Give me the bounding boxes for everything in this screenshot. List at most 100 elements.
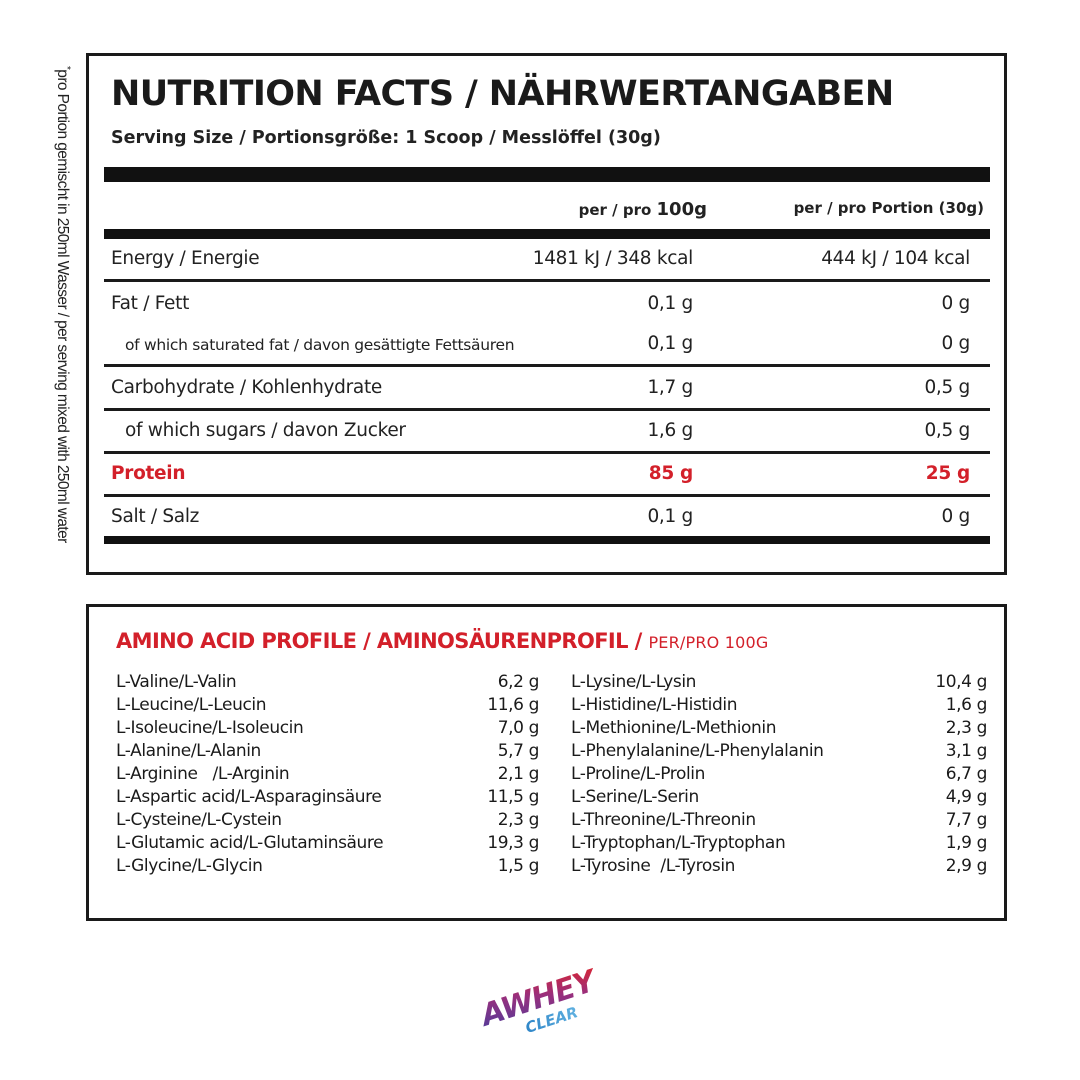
row-value-portion: 0,5 g xyxy=(924,377,970,398)
footnote-text: pro Portion gemischt in 250ml Wasser / p… xyxy=(53,69,71,543)
row-value-per100: 1481 kJ / 348 kcal xyxy=(532,248,694,269)
nutrition-row-fat: Fat / Fett 0,1 g 0 g xyxy=(104,284,990,327)
amino-name: L-Threonine/L-Threonin xyxy=(571,810,756,830)
amino-name: L-Proline/L-Prolin xyxy=(571,764,705,784)
row-value-portion: 0 g xyxy=(941,333,971,354)
awhey-clear-logo: AWHEY CLEAR xyxy=(472,955,612,1045)
row-value-per100: 0,1 g xyxy=(647,333,693,354)
nutrition-row-carbohydrate: Carbohydrate / Kohlenhydrate 1,7 g 0,5 g xyxy=(104,368,990,411)
amino-name: L-Aspartic acid/L-Asparaginsäure xyxy=(116,787,382,807)
amino-value: 19,3 g xyxy=(487,833,539,853)
amino-value: 2,1 g xyxy=(497,764,540,784)
row-value-per100: 0,1 g xyxy=(647,293,693,314)
row-label: of which sugars / davon Zucker xyxy=(125,420,406,441)
nutrition-title: NUTRITION FACTS / NÄHRWERTANGABEN xyxy=(111,74,894,114)
amino-name: L-Phenylalanine/L-Phenylalanin xyxy=(571,741,824,761)
amino-row: L-Glycine/L-Glycin 1,5 g xyxy=(116,856,539,879)
amino-row: L-Leucine/L-Leucin 11,6 g xyxy=(116,695,539,718)
row-value-per100: 1,7 g xyxy=(647,377,693,398)
amino-value: 1,9 g xyxy=(945,833,988,853)
amino-row: L-Aspartic acid/L-Asparaginsäure 11,5 g xyxy=(116,787,539,810)
amino-row: L-Valine/L-Valin 6,2 g xyxy=(116,672,539,695)
divider-bar xyxy=(104,536,990,544)
amino-row: L-Tryptophan/L-Tryptophan 1,9 g xyxy=(571,833,987,856)
amino-row: L-Arginine /L-Arginin 2,1 g xyxy=(116,764,539,787)
amino-list-right: L-Lysine/L-Lysin 10,4 g L-Histidine/L-His… xyxy=(571,672,987,879)
amino-row: L-Proline/L-Prolin 6,7 g xyxy=(571,764,987,787)
amino-title-text: AMINO ACID PROFILE / AMINOSÄURENPROFIL / xyxy=(116,629,649,653)
amino-row: L-Serine/L-Serin 4,9 g xyxy=(571,787,987,810)
row-label: of which saturated fat / davon gesättigt… xyxy=(125,336,515,354)
amino-name: L-Glutamic acid/L-Glutaminsäure xyxy=(116,833,384,853)
amino-name: L-Methionine/L-Methionin xyxy=(571,718,777,738)
row-value-portion: 444 kJ / 104 kcal xyxy=(821,248,970,269)
amino-name: L-Arginine /L-Arginin xyxy=(116,764,290,784)
amino-row: L-Tyrosine /L-Tyrosin 2,9 g xyxy=(571,856,987,879)
amino-value: 10,4 g xyxy=(935,672,987,692)
amino-value: 7,0 g xyxy=(497,718,540,738)
amino-value: 7,7 g xyxy=(945,810,988,830)
divider-bar xyxy=(104,229,990,239)
amino-name: L-Isoleucine/L-Isoleucin xyxy=(116,718,304,738)
nutrition-row-energy: Energy / Energie 1481 kJ / 348 kcal 444 … xyxy=(104,239,990,282)
amino-value: 6,7 g xyxy=(945,764,988,784)
divider-bar xyxy=(104,167,990,182)
amino-row: L-Methionine/L-Methionin 2,3 g xyxy=(571,718,987,741)
amino-value: 11,6 g xyxy=(487,695,539,715)
amino-list-left: L-Valine/L-Valin 6,2 g L-Leucine/L-Leucin… xyxy=(116,672,539,879)
column-header-text: per / pro Portion (30g) xyxy=(793,199,984,217)
row-value-portion: 0,5 g xyxy=(924,420,970,441)
amino-value: 11,5 g xyxy=(487,787,539,807)
amino-row: L-Cysteine/L-Cystein 2,3 g xyxy=(116,810,539,833)
amino-value: 1,6 g xyxy=(945,695,988,715)
nutrition-row-sugars: of which sugars / davon Zucker 1,6 g 0,5… xyxy=(104,411,990,454)
amino-row: L-Alanine/L-Alanin 5,7 g xyxy=(116,741,539,764)
amino-value: 6,2 g xyxy=(497,672,540,692)
nutrition-row-salt: Salt / Salz 0,1 g 0 g xyxy=(104,497,990,540)
column-header-per-100g: per / pro 100g xyxy=(579,199,707,220)
column-header-emph: 100g xyxy=(656,199,707,220)
amino-row: L-Lysine/L-Lysin 10,4 g xyxy=(571,672,987,695)
amino-value: 2,3 g xyxy=(497,810,540,830)
amino-name: L-Cysteine/L-Cystein xyxy=(116,810,282,830)
row-value-portion: 0 g xyxy=(941,293,971,314)
amino-name: L-Tyrosine /L-Tyrosin xyxy=(571,856,736,876)
amino-name: L-Leucine/L-Leucin xyxy=(116,695,267,715)
amino-value: 2,9 g xyxy=(945,856,988,876)
brand-logo-icon: AWHEY CLEAR xyxy=(475,963,603,1037)
serving-footnote: *pro Portion gemischt in 250ml Wasser / … xyxy=(53,66,72,606)
amino-name: L-Serine/L-Serin xyxy=(571,787,699,807)
amino-title: AMINO ACID PROFILE / AMINOSÄURENPROFIL /… xyxy=(116,629,769,653)
amino-row: L-Glutamic acid/L-Glutaminsäure 19,3 g xyxy=(116,833,539,856)
amino-value: 3,1 g xyxy=(945,741,988,761)
amino-row: L-Isoleucine/L-Isoleucin 7,0 g xyxy=(116,718,539,741)
amino-row: L-Phenylalanine/L-Phenylalanin 3,1 g xyxy=(571,741,987,764)
amino-name: L-Valine/L-Valin xyxy=(116,672,237,692)
row-value-portion: 0 g xyxy=(941,506,971,527)
row-label: Carbohydrate / Kohlenhydrate xyxy=(111,377,383,398)
amino-row: L-Threonine/L-Threonin 7,7 g xyxy=(571,810,987,833)
row-value-per100: 1,6 g xyxy=(647,420,693,441)
column-header-per-portion: per / pro Portion (30g) xyxy=(794,199,984,217)
nutrition-facts-panel: NUTRITION FACTS / NÄHRWERTANGABEN Servin… xyxy=(86,53,1007,575)
amino-name: L-Lysine/L-Lysin xyxy=(571,672,697,692)
row-label: Protein xyxy=(111,463,186,484)
nutrition-row-protein: Protein 85 g 25 g xyxy=(104,454,990,497)
amino-name: L-Histidine/L-Histidin xyxy=(571,695,738,715)
nutrition-row-saturated-fat: of which saturated fat / davon gesättigt… xyxy=(104,324,990,367)
row-label: Salt / Salz xyxy=(111,506,200,527)
amino-value: 5,7 g xyxy=(497,741,540,761)
row-value-per100: 0,1 g xyxy=(647,506,693,527)
amino-value: 1,5 g xyxy=(497,856,540,876)
amino-unit: PER/PRO 100G xyxy=(648,633,769,652)
row-label: Energy / Energie xyxy=(111,248,260,269)
amino-acid-panel: AMINO ACID PROFILE / AMINOSÄURENPROFIL /… xyxy=(86,604,1007,921)
row-value-portion: 25 g xyxy=(925,463,971,484)
row-label: Fat / Fett xyxy=(111,293,190,314)
amino-row: L-Histidine/L-Histidin 1,6 g xyxy=(571,695,987,718)
row-value-per100: 85 g xyxy=(648,463,694,484)
amino-name: L-Tryptophan/L-Tryptophan xyxy=(571,833,786,853)
serving-size: Serving Size / Portionsgröße: 1 Scoop / … xyxy=(111,128,661,148)
amino-name: L-Glycine/L-Glycin xyxy=(116,856,263,876)
amino-value: 2,3 g xyxy=(945,718,988,738)
